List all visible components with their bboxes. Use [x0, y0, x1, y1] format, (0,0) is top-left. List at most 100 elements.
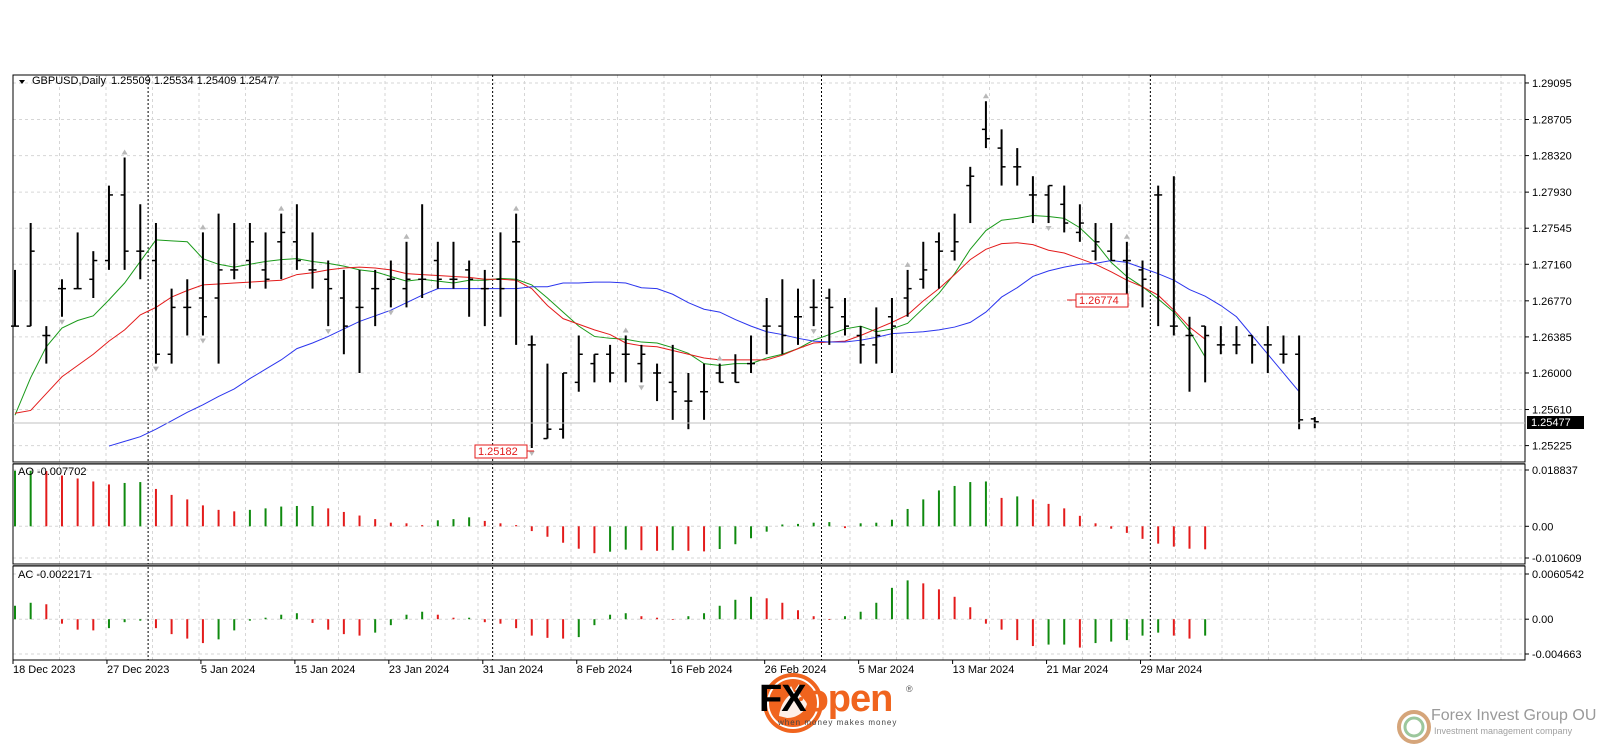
ohlc-bar — [809, 279, 818, 327]
ohlc-bar — [1295, 335, 1304, 430]
ac-pane-frame — [12, 565, 1526, 661]
ma-blue-line — [108, 260, 1300, 447]
ohlc-bar — [292, 204, 301, 270]
fxopen-wordmark: FXopen — [759, 678, 894, 720]
current-price-text: 1.25477 — [1531, 417, 1571, 429]
ohlc-bar — [355, 269, 364, 373]
price-tick-label: 1.26770 — [1532, 296, 1572, 308]
ohlc-bar — [778, 279, 787, 355]
ohlc-bar — [887, 298, 896, 373]
fxopen-logo-mark — [763, 673, 823, 733]
ohlc-bar — [339, 269, 348, 355]
ohlc-bar — [684, 372, 693, 430]
ohlc-bar — [104, 185, 113, 270]
low-price-text: 1.25182 — [478, 446, 518, 458]
ohlc-bar — [1091, 223, 1100, 261]
ao-histogram — [14, 470, 1207, 554]
date-tick-label: 21 Mar 2024 — [1047, 664, 1109, 676]
fractal-up-marker — [278, 205, 285, 211]
brand-open: open — [805, 678, 894, 720]
ohlc-bar — [230, 223, 239, 280]
ohlc-bar — [919, 241, 928, 289]
ohlc-bar — [543, 363, 552, 440]
date-tick-label: 23 Jan 2024 — [389, 664, 450, 676]
ohlc-bar — [700, 363, 709, 420]
ao-pane-frame — [12, 463, 1526, 565]
fractal-down-marker — [810, 329, 817, 335]
ohlc-bar — [26, 223, 35, 327]
date-tick-label: 26 Feb 2024 — [765, 664, 827, 676]
current-price-box — [1527, 416, 1584, 429]
fractal-up-marker — [716, 355, 723, 361]
ohlc-bar — [872, 307, 881, 364]
date-tick-label: 15 Jan 2024 — [295, 664, 356, 676]
price-tick-label: 1.26000 — [1532, 368, 1572, 380]
ohlc-bar — [496, 232, 505, 317]
ohlc-bar — [1201, 325, 1210, 383]
ohlc-bar — [1232, 326, 1241, 355]
date-tick-label: 29 Mar 2024 — [1141, 664, 1203, 676]
ac-tick-label: 0.00 — [1532, 614, 1553, 626]
ohlc-bar — [637, 344, 646, 383]
ohlc-bar — [794, 288, 802, 345]
symbol-label: GBPUSD,Daily — [32, 75, 106, 87]
fractal-down-marker — [199, 338, 206, 344]
partner-subtitle: Investment management company — [1434, 726, 1573, 736]
fractal-down-marker — [387, 310, 394, 316]
ohlc-bar — [950, 213, 959, 261]
ohlc-bar — [1122, 241, 1131, 299]
ohlc-bar — [1028, 176, 1037, 224]
date-tick-label: 16 Feb 2024 — [671, 664, 733, 676]
ao-tick-label: 0.018837 — [1532, 465, 1578, 477]
ohlc-bar — [73, 232, 82, 290]
ac-histogram — [14, 580, 1207, 648]
ohlc-bar — [480, 269, 489, 327]
ohlc-bar — [997, 129, 1006, 186]
vertical-separators — [147, 75, 1151, 660]
ohlc-bar — [261, 232, 270, 289]
date-tick-label: 5 Jan 2024 — [201, 664, 255, 676]
chart-canvas[interactable]: 1.29095 1.28705 1.28320 1.27930 1.27545 1.271… — [0, 0, 1600, 700]
ohlc-bar — [214, 213, 223, 364]
fractal-up-marker — [121, 149, 128, 155]
fractal-up-marker — [1123, 233, 1130, 239]
fractal-up-marker — [199, 224, 206, 230]
ohlc-bar — [527, 335, 536, 448]
ohlc-bar — [590, 353, 599, 383]
ohlc-bar — [653, 363, 662, 402]
ac-label: AC -0.0022171 — [18, 569, 92, 581]
date-axis: 18 Dec 2023 27 Dec 2023 5 Jan 2024 15 Jan 2… — [12, 660, 1203, 676]
ohlc-bar — [449, 241, 458, 289]
dropdown-triangle-icon[interactable] — [19, 80, 25, 84]
ao-label: AO -0.007702 — [18, 466, 87, 478]
ohlc-bar — [371, 269, 380, 327]
ohlc-bar — [668, 344, 677, 420]
ao-tick-label: 0.00 — [1532, 521, 1553, 533]
ohlc-bar — [167, 288, 176, 364]
ohlc-bar — [1107, 223, 1116, 262]
price-tick-label: 1.25610 — [1532, 405, 1572, 417]
ohlc-bar — [42, 326, 51, 364]
partner-name: Forex Invest Group OU — [1431, 707, 1597, 724]
moving-averages — [14, 215, 1300, 447]
ohlc-bar — [559, 372, 568, 439]
ohlc-bar — [512, 213, 521, 345]
price-tick-label: 1.27160 — [1532, 259, 1572, 271]
ohlc-bar — [1060, 185, 1069, 233]
price-bars — [11, 93, 1319, 456]
fractal-down-marker — [152, 366, 159, 372]
ohlc-bar — [840, 298, 849, 336]
ohlc-bar — [89, 251, 98, 299]
date-tick-label: 31 Jan 2024 — [483, 664, 544, 676]
ac-tick-label: 0.0060542 — [1532, 569, 1584, 581]
price-tick-label: 1.29095 — [1532, 78, 1572, 90]
ohlc-bar — [11, 269, 19, 327]
price-tick-label: 1.27545 — [1532, 223, 1572, 235]
ohlc-bar — [903, 269, 912, 317]
ohlc-bar — [1248, 334, 1257, 364]
price-tick-label: 1.27930 — [1532, 187, 1572, 199]
fractal-up-marker — [403, 233, 410, 239]
ohlc-bar — [1216, 326, 1225, 355]
fractal-up-marker — [513, 205, 520, 211]
ohlc-bar — [934, 232, 943, 289]
